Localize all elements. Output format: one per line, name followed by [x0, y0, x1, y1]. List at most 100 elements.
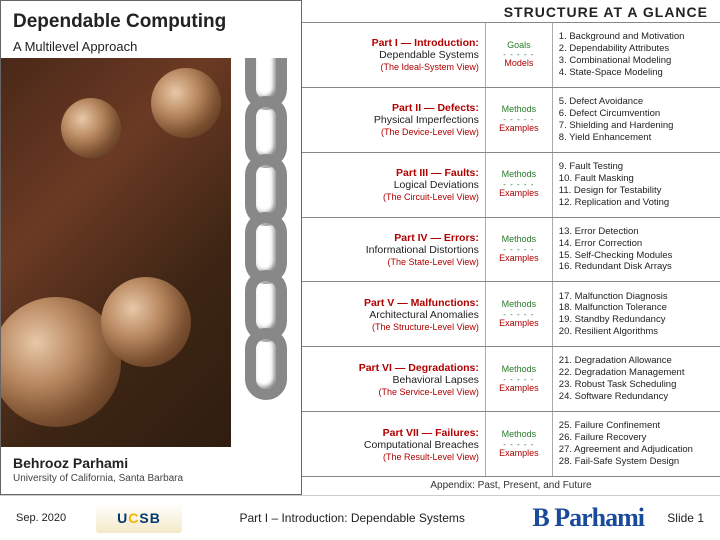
part-mid-bot: Examples [499, 189, 539, 199]
chapter-list: 17. Malfunction Diagnosis18. Malfunction… [553, 282, 720, 346]
part-view: (The Ideal-System View) [381, 62, 479, 72]
part-label-box: Part V — Malfunctions:Architectural Anom… [302, 282, 486, 346]
part-number: Part IV — Errors: [394, 232, 479, 244]
part-row: Part VII — Failures:Computational Breach… [302, 412, 720, 477]
chapter-list: 25. Failure Confinement26. Failure Recov… [553, 412, 720, 476]
part-view: (The Result-Level View) [383, 452, 479, 462]
chapter-item: 18. Malfunction Tolerance [559, 302, 716, 314]
chapter-item: 26. Failure Recovery [559, 432, 716, 444]
part-view: (The Structure-Level View) [372, 322, 479, 332]
cover-affiliation: University of California, Santa Barbara [13, 473, 289, 484]
chapter-item: 16. Redundant Disk Arrays [559, 261, 716, 273]
part-view: (The State-Level View) [388, 257, 479, 267]
chapter-item: 14. Error Correction [559, 238, 716, 250]
part-row: Part II — Defects:Physical Imperfections… [302, 88, 720, 153]
book-cover: Dependable Computing A Multilevel Approa… [0, 0, 302, 495]
structure-header: STRUCTURE AT A GLANCE [302, 0, 720, 23]
part-label-box: Part IV — Errors:Informational Distortio… [302, 218, 486, 282]
part-label-box: Part III — Faults:Logical Deviations(The… [302, 153, 486, 217]
part-name: Computational Breaches [364, 439, 479, 451]
slide: Dependable Computing A Multilevel Approa… [0, 0, 720, 540]
chapter-item: 7. Shielding and Hardening [559, 120, 716, 132]
part-label-box: Part II — Defects:Physical Imperfections… [302, 88, 486, 152]
chapter-item: 27. Agreement and Adjudication [559, 444, 716, 456]
part-row: Part I — Introduction:Dependable Systems… [302, 23, 720, 88]
part-row: Part III — Faults:Logical Deviations(The… [302, 153, 720, 218]
cover-title-box: Dependable Computing A Multilevel Approa… [1, 1, 301, 58]
part-mid-bot: Models [504, 59, 533, 69]
part-mid-top: Methods [502, 300, 537, 310]
footer-slide-number: Slide 1 [654, 511, 704, 525]
chapter-item: 21. Degradation Allowance [559, 355, 716, 367]
part-mid-box: Methods- - - - -Examples [486, 282, 553, 346]
chapter-item: 8. Yield Enhancement [559, 132, 716, 144]
part-mid-top: Methods [502, 105, 537, 115]
structure-panel: STRUCTURE AT A GLANCE Part I — Introduct… [302, 0, 720, 495]
part-mid-top: Methods [502, 365, 537, 375]
chapter-item: 28. Fail-Safe System Design [559, 456, 716, 468]
part-label-box: Part VI — Degradations:Behavioral Lapses… [302, 347, 486, 411]
part-mid-top: Methods [502, 430, 537, 440]
part-mid-box: Goals- - - - -Models [486, 23, 553, 87]
chapter-item: 2. Dependability Attributes [559, 43, 716, 55]
chapter-list: 13. Error Detection14. Error Correction1… [553, 218, 720, 282]
footer-signature: B Parhami [532, 503, 644, 533]
chapter-item: 13. Error Detection [559, 226, 716, 238]
part-view: (The Device-Level View) [381, 127, 479, 137]
part-mid-bot: Examples [499, 319, 539, 329]
part-mid-bot: Examples [499, 254, 539, 264]
part-mid-top: Goals [507, 41, 531, 51]
part-number: Part II — Defects: [392, 102, 479, 114]
chapter-item: 15. Self-Checking Modules [559, 250, 716, 262]
chapter-item: 12. Replication and Voting [559, 197, 716, 209]
part-name: Logical Deviations [394, 179, 479, 191]
part-mid-bot: Examples [499, 384, 539, 394]
chapter-item: 22. Degradation Management [559, 367, 716, 379]
main-area: Dependable Computing A Multilevel Approa… [0, 0, 720, 496]
part-mid-top: Methods [502, 170, 537, 180]
chapter-list: 9. Fault Testing10. Fault Masking11. Des… [553, 153, 720, 217]
part-mid-bot: Examples [499, 449, 539, 459]
chain-image [231, 58, 301, 447]
chapter-item: 5. Defect Avoidance [559, 96, 716, 108]
chapter-item: 10. Fault Masking [559, 173, 716, 185]
part-mid-box: Methods- - - - -Examples [486, 218, 553, 282]
chapter-item: 11. Design for Testability [559, 185, 716, 197]
part-row: Part IV — Errors:Informational Distortio… [302, 218, 720, 283]
chapter-list: 1. Background and Motivation2. Dependabi… [553, 23, 720, 87]
appendix-text: Appendix: Past, Present, and Future [302, 477, 720, 495]
part-mid-bot: Examples [499, 124, 539, 134]
part-mid-box: Methods- - - - -Examples [486, 412, 553, 476]
parts-list: Part I — Introduction:Dependable Systems… [302, 23, 720, 477]
cover-title: Dependable Computing [13, 11, 289, 33]
chapter-item: 25. Failure Confinement [559, 420, 716, 432]
part-name: Architectural Anomalies [369, 309, 479, 321]
chapter-item: 24. Software Redundancy [559, 391, 716, 403]
part-number: Part V — Malfunctions: [364, 297, 479, 309]
chapter-item: 9. Fault Testing [559, 161, 716, 173]
ucsb-logo: UCSB [96, 503, 182, 533]
part-label-box: Part VII — Failures:Computational Breach… [302, 412, 486, 476]
footer-date: Sep. 2020 [16, 512, 96, 524]
slide-footer: Sep. 2020 UCSB Part I – Introduction: De… [0, 496, 720, 540]
part-name: Physical Imperfections [374, 114, 479, 126]
part-name: Informational Distortions [366, 244, 479, 256]
chapter-item: 19. Standby Redundancy [559, 314, 716, 326]
part-number: Part III — Faults: [396, 167, 479, 179]
chapter-list: 5. Defect Avoidance6. Defect Circumventi… [553, 88, 720, 152]
part-mid-box: Methods- - - - -Examples [486, 347, 553, 411]
part-mid-box: Methods- - - - -Examples [486, 88, 553, 152]
part-mid-box: Methods- - - - -Examples [486, 153, 553, 217]
cover-author: Behrooz Parhami [13, 455, 289, 471]
chapter-item: 3. Combinational Modeling [559, 55, 716, 67]
part-row: Part VI — Degradations:Behavioral Lapses… [302, 347, 720, 412]
part-number: Part VII — Failures: [383, 427, 479, 439]
chapter-list: 21. Degradation Allowance22. Degradation… [553, 347, 720, 411]
cover-subtitle: A Multilevel Approach [13, 39, 289, 54]
chapter-item: 17. Malfunction Diagnosis [559, 291, 716, 303]
part-view: (The Service-Level View) [379, 387, 479, 397]
chapter-item: 20. Resilient Algorithms [559, 326, 716, 338]
part-mid-top: Methods [502, 235, 537, 245]
chapter-item: 1. Background and Motivation [559, 31, 716, 43]
chapter-item: 6. Defect Circumvention [559, 108, 716, 120]
